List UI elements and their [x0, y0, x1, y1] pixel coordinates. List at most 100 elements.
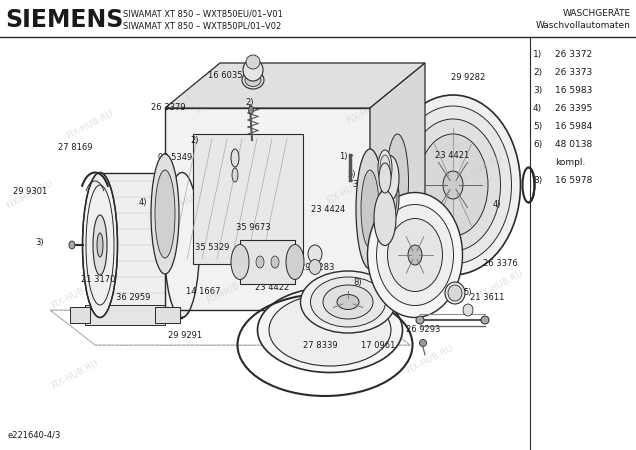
Ellipse shape: [271, 256, 279, 268]
Text: 29 9282: 29 9282: [451, 73, 485, 82]
Ellipse shape: [323, 285, 373, 319]
Ellipse shape: [258, 288, 403, 373]
Text: FIX-HUB.RU: FIX-HUB.RU: [165, 184, 215, 216]
Text: kompl.: kompl.: [555, 158, 585, 167]
Polygon shape: [100, 172, 182, 318]
Text: 3): 3): [533, 86, 543, 95]
Text: 35 9673: 35 9673: [236, 224, 270, 233]
Text: 16 6035: 16 6035: [208, 71, 242, 80]
Text: 35 5329: 35 5329: [195, 243, 229, 252]
Ellipse shape: [379, 163, 391, 193]
Ellipse shape: [165, 172, 200, 318]
Text: 26 3395: 26 3395: [555, 104, 592, 113]
Polygon shape: [240, 240, 295, 284]
Text: 2): 2): [245, 99, 254, 108]
Ellipse shape: [378, 150, 392, 186]
Text: FIX-HUB.RU: FIX-HUB.RU: [325, 174, 375, 206]
Text: 21 3170: 21 3170: [81, 275, 115, 284]
Ellipse shape: [337, 294, 359, 310]
Polygon shape: [155, 307, 180, 323]
Ellipse shape: [385, 95, 520, 275]
Text: Set: Set: [385, 217, 399, 226]
Text: 26 3372: 26 3372: [555, 50, 592, 59]
Text: FIX-HUB.RU: FIX-HUB.RU: [405, 344, 455, 376]
Text: 5): 5): [464, 288, 473, 297]
Text: FIX-HUB.RU: FIX-HUB.RU: [205, 274, 255, 306]
Ellipse shape: [381, 156, 399, 201]
Text: 23 4424: 23 4424: [311, 206, 345, 215]
Text: 02 5349: 02 5349: [158, 153, 192, 162]
Text: 2): 2): [533, 68, 542, 77]
Text: 4): 4): [139, 198, 148, 207]
Text: 2): 2): [191, 135, 199, 144]
Ellipse shape: [361, 170, 379, 248]
Text: 8): 8): [533, 176, 543, 185]
Text: FIX-HUB.RU: FIX-HUB.RU: [345, 274, 395, 306]
Text: 5): 5): [348, 171, 356, 180]
Ellipse shape: [383, 178, 397, 218]
Text: 4): 4): [493, 201, 501, 210]
Text: 16 5983: 16 5983: [555, 86, 592, 95]
Ellipse shape: [380, 155, 390, 181]
Ellipse shape: [356, 149, 384, 269]
Ellipse shape: [310, 277, 385, 327]
Ellipse shape: [286, 244, 304, 279]
Ellipse shape: [97, 233, 103, 257]
Ellipse shape: [387, 219, 443, 292]
Ellipse shape: [231, 149, 239, 167]
Text: 16 5984: 16 5984: [555, 122, 592, 131]
Ellipse shape: [374, 190, 396, 246]
Ellipse shape: [231, 244, 249, 279]
Ellipse shape: [463, 304, 473, 316]
Text: 17 0961: 17 0961: [361, 341, 395, 350]
Text: 14 1667: 14 1667: [186, 288, 220, 297]
Ellipse shape: [269, 294, 391, 366]
Ellipse shape: [256, 256, 264, 268]
Text: FIX-HUB.RU: FIX-HUB.RU: [195, 84, 245, 116]
Ellipse shape: [93, 215, 107, 275]
Text: 6): 6): [398, 238, 406, 247]
Polygon shape: [370, 63, 425, 310]
Text: 21 3611: 21 3611: [470, 293, 504, 302]
Ellipse shape: [481, 316, 489, 324]
Text: SIEMENS: SIEMENS: [5, 8, 123, 32]
Ellipse shape: [406, 119, 501, 251]
Ellipse shape: [232, 168, 238, 182]
Polygon shape: [165, 63, 425, 108]
Ellipse shape: [308, 245, 322, 263]
Text: 16 5974: 16 5974: [375, 206, 409, 215]
Text: 36 2959: 36 2959: [116, 293, 150, 302]
Text: 26 3376: 26 3376: [483, 258, 517, 267]
Ellipse shape: [242, 71, 264, 89]
Text: FIX-HUB.RU: FIX-HUB.RU: [345, 94, 395, 126]
Text: 6): 6): [533, 140, 543, 149]
Ellipse shape: [155, 170, 175, 258]
Polygon shape: [85, 305, 165, 325]
Ellipse shape: [445, 282, 465, 304]
Text: 4): 4): [533, 104, 542, 113]
Ellipse shape: [69, 241, 75, 249]
Ellipse shape: [408, 245, 422, 265]
Ellipse shape: [245, 73, 261, 86]
Ellipse shape: [300, 271, 396, 333]
Text: WASCHGERÄTE: WASCHGERÄTE: [563, 9, 631, 18]
Text: 27 8339: 27 8339: [303, 341, 337, 350]
Text: FIX-HUB.RU: FIX-HUB.RU: [65, 109, 115, 141]
Polygon shape: [70, 307, 90, 323]
Text: 27 8169: 27 8169: [58, 144, 92, 153]
Ellipse shape: [443, 171, 463, 199]
Ellipse shape: [377, 204, 453, 306]
Ellipse shape: [381, 173, 399, 223]
Text: 29 9301: 29 9301: [13, 188, 47, 197]
Ellipse shape: [151, 154, 179, 274]
Text: 29 9283: 29 9283: [300, 262, 334, 271]
Text: Waschvollautomaten: Waschvollautomaten: [536, 22, 631, 31]
Text: 26 3373: 26 3373: [555, 68, 592, 77]
Text: 48 0138: 48 0138: [555, 140, 592, 149]
Text: e221640-4/3: e221640-4/3: [8, 431, 62, 440]
Text: 6): 6): [364, 194, 372, 202]
Text: SIWAMAT XT 850 – WXT850EU/01–V01: SIWAMAT XT 850 – WXT850EU/01–V01: [123, 9, 283, 18]
Ellipse shape: [387, 134, 408, 229]
Text: 1): 1): [339, 153, 347, 162]
Text: 8): 8): [354, 278, 363, 287]
